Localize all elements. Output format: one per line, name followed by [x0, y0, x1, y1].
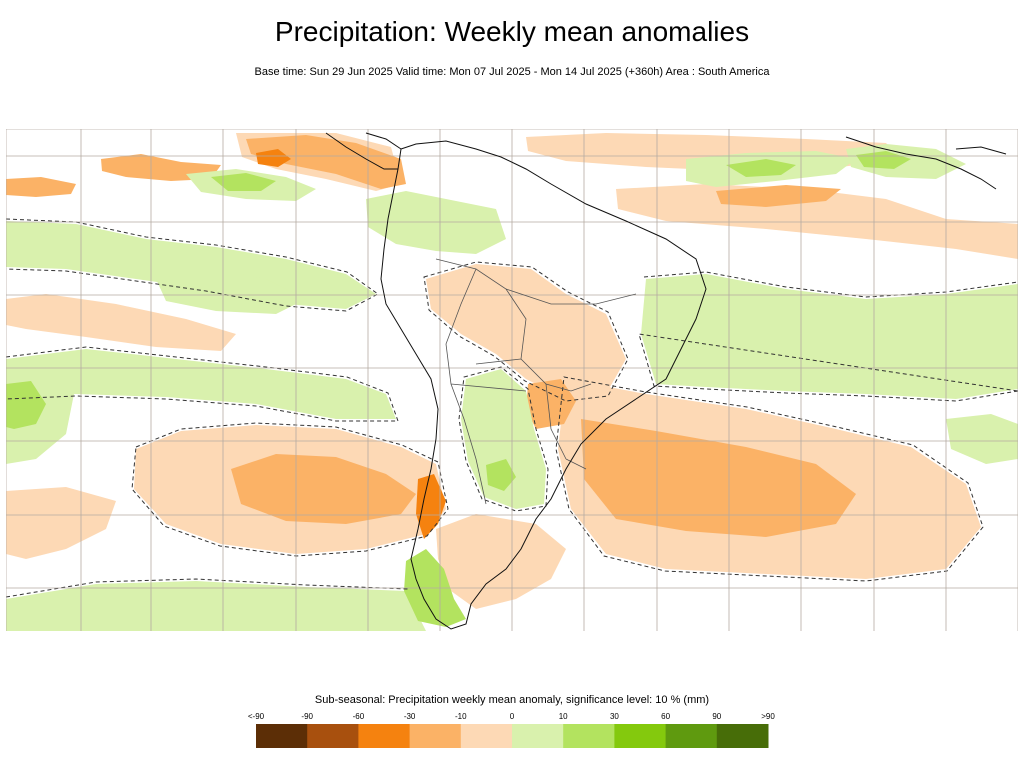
legend-tick-label: 30 [610, 712, 619, 721]
dry-moderate-south-pacific [231, 454, 416, 524]
contour-brazil-east [638, 271, 1018, 402]
legend-tick-label: 60 [661, 712, 670, 721]
legend-swatch [358, 724, 411, 748]
border-lines [435, 258, 637, 505]
dry-region-east-band [616, 184, 1018, 259]
contour-southern-ocean [6, 578, 409, 598]
legend-tick-label: <-90 [248, 712, 265, 721]
color-legend: <-90 -90 -60 -30 -10 0 10 30 60 90 >90 [248, 712, 775, 748]
dry-moderate-atlantic-north [716, 185, 841, 207]
legend-swatch [307, 724, 359, 748]
contour-pacific-upper [6, 218, 379, 312]
dry-region-argentina [436, 514, 566, 609]
precipitation-anomaly-map [6, 129, 1018, 631]
legend-tick-label: >90 [761, 712, 775, 721]
legend-title: Sub-seasonal: Precipitation weekly mean … [314, 694, 710, 706]
dry-moderate-northwest-edge [6, 177, 76, 197]
dry-moderate-fields [6, 135, 856, 537]
legend-swatch [563, 724, 615, 748]
dry-moderate-south-atlantic [581, 419, 856, 537]
chart-title: Precipitation: Weekly mean anomalies [274, 16, 750, 47]
coastline [325, 132, 1007, 630]
wet-moderate-north-atlantic [726, 159, 796, 177]
wet-region-pacific-belt [6, 349, 396, 419]
wet-region-argentina-interior [461, 369, 546, 509]
contour-south-pacific [131, 422, 449, 557]
wet-region-east-edge [946, 414, 1018, 464]
wet-region-pacific-upper [6, 221, 376, 309]
legend-tick-label: -60 [353, 712, 365, 721]
dry-region-interior-continent [426, 264, 626, 399]
legend-swatch [614, 724, 667, 748]
legend-tick-label: 0 [510, 712, 515, 721]
dry-region-equatorial-pacific [6, 294, 236, 351]
wet-moderate-equatorial [211, 173, 276, 191]
wet-moderate-caribbean [856, 151, 911, 169]
dry-region-south-indian [6, 487, 116, 559]
legend-swatch [460, 724, 513, 748]
wet-region-northern-andes [366, 191, 506, 254]
central-america-coast [325, 132, 402, 170]
dry-strong-north-spot [256, 149, 291, 167]
wet-moderate-argentina [486, 459, 516, 491]
legend-tick-label: -30 [404, 712, 416, 721]
dry-strong-chile-coast [416, 474, 446, 539]
legend-tick-label: 10 [559, 712, 568, 721]
wet-moderate-southwest [6, 381, 46, 429]
dry-moderate-north-band [246, 135, 406, 189]
chart-subtitle: Base time: Sun 29 Jun 2025 Valid time: M… [254, 66, 770, 78]
country-borders [435, 258, 637, 505]
dry-moderate-paraguay [526, 379, 576, 429]
caribbean-islands [845, 136, 1007, 190]
legend-tick-label: -10 [455, 712, 467, 721]
map-grid [6, 129, 1018, 631]
wet-region-southern-ocean [6, 581, 426, 631]
legend-swatch [409, 724, 462, 748]
dry-strong-fields [256, 149, 446, 539]
legend-swatch [665, 724, 718, 748]
legend-swatch [256, 724, 308, 748]
legend-swatch [512, 724, 564, 748]
south-america-coast [380, 140, 707, 630]
legend-tick-label: -90 [301, 712, 313, 721]
legend-swatch [716, 724, 769, 748]
contour-south-atlantic [555, 376, 984, 582]
legend-tick-label: 90 [712, 712, 721, 721]
